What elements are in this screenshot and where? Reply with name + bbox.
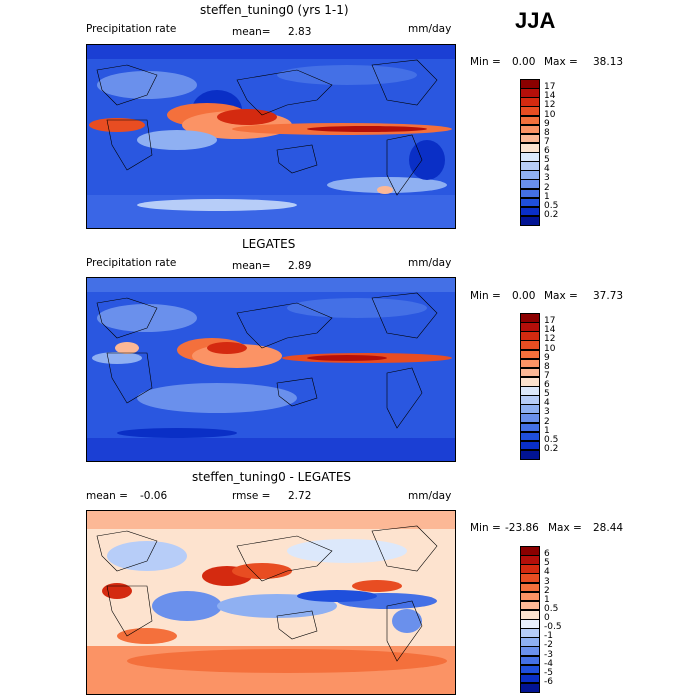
panel-3-colorbar-level-label: -0.5 <box>544 622 562 633</box>
panel-3-max-label: Max = <box>548 522 582 534</box>
panel-3-colorbar-level-label: 6 <box>544 549 550 560</box>
panel-1-units: mm/day <box>408 23 452 35</box>
panel-3-colorbar-level-label: 0 <box>544 613 550 623</box>
panel-1-min-value: 0.00 <box>512 56 536 68</box>
panel-2-colorbar-level-label: 2 <box>544 416 550 427</box>
panel-3-colorbar-level-label: 4 <box>544 567 550 578</box>
panel-2-map-svg <box>87 278 455 461</box>
panel-2-colorbar-swatch <box>520 449 540 460</box>
panel-1-colorbar-level-label: 5 <box>544 155 550 166</box>
panel-1-map <box>86 44 456 229</box>
panel-3-colorbar-level-label: -3 <box>544 649 553 660</box>
panel-1-map-svg <box>87 45 455 228</box>
panel-3-colorbar-level-label: 5 <box>544 558 550 569</box>
panel-2-map <box>86 277 456 462</box>
panel-2-units: mm/day <box>408 257 452 269</box>
panel-2-colorbar-level-label: 0.2 <box>544 443 559 454</box>
panel-2-colorbar-level-label: 6 <box>544 380 550 390</box>
season-label: JJA <box>515 8 556 33</box>
panel-2-title: LEGATES <box>242 237 296 251</box>
panel-1-variable: Precipitation rate <box>86 23 177 35</box>
panel-2-colorbar-level-label: 1 <box>544 425 550 436</box>
panel-1-colorbar-level-label: 12 <box>544 100 556 111</box>
panel-3-colorbar: 6 5 4 3 2 1 0.5 0 -0.5 -1 -2 -3 -4 -5 -6 <box>520 546 580 693</box>
panel-1-colorbar-level-label: 2 <box>544 182 550 193</box>
panel-1-max-value: 38.13 <box>593 56 624 68</box>
panel-3-rmse-value: 2.72 <box>288 490 312 502</box>
panel-2-colorbar-level-label: 17 <box>544 316 556 327</box>
panel-2-colorbar-level-label: 7 <box>544 370 550 381</box>
panel-2-variable: Precipitation rate <box>86 257 177 269</box>
panel-3-map-svg <box>87 511 455 694</box>
panel-1-colorbar-level-label: 4 <box>544 164 550 175</box>
panel-1-colorbar-level-label: 6 <box>544 146 550 156</box>
panel-1-title: steffen_tuning0 (yrs 1-1) <box>200 3 349 17</box>
panel-2-colorbar-level-label: 14 <box>544 325 556 336</box>
panel-2-mean-value: 2.89 <box>288 260 312 272</box>
panel-3-rmse-label: rmse = <box>232 490 271 502</box>
panel-1-colorbar-level-label: 9 <box>544 118 550 129</box>
panel-1-colorbar-level-label: 17 <box>544 82 556 93</box>
panel-3-colorbar-level-label: -6 <box>544 676 553 687</box>
panel-2-max-label: Max = <box>544 290 578 302</box>
panel-3-mean-label: mean = <box>86 490 128 502</box>
panel-3-max-value: 28.44 <box>593 522 624 534</box>
panel-2-colorbar-level-label: 8 <box>544 361 550 372</box>
panel-3-colorbar-level-label: -1 <box>544 631 553 642</box>
panel-2-colorbar-level-label: 9 <box>544 352 550 363</box>
panel-1-min-label: Min = <box>470 56 501 68</box>
panel-1-colorbar-level-label: 8 <box>544 127 550 138</box>
panel-3-min-label: Min = <box>470 522 501 534</box>
panel-2-colorbar: 17 14 12 10 9 8 7 6 5 4 3 2 1 0.5 0.2 <box>520 313 580 460</box>
panel-3-min-value: -23.86 <box>505 522 539 534</box>
panel-2-max-value: 37.73 <box>593 290 624 302</box>
panel-1-colorbar-swatch <box>520 215 540 226</box>
panel-1-colorbar-level-label: 10 <box>544 109 556 120</box>
panel-2-colorbar-level-label: 10 <box>544 343 556 354</box>
panel-1-mean-label: mean= <box>232 26 271 38</box>
panel-3-colorbar-level-label: 2 <box>544 585 550 596</box>
panel-1-colorbar-level-label: 14 <box>544 91 556 102</box>
panel-3-map <box>86 510 456 695</box>
panel-2-colorbar-level-label: 5 <box>544 389 550 400</box>
panel-3-colorbar-level-label: 3 <box>544 576 550 587</box>
panel-1-colorbar: 17 14 12 10 9 8 7 6 5 4 3 2 1 0.5 0.2 <box>520 79 580 226</box>
panel-1-colorbar-level-label: 3 <box>544 173 550 184</box>
panel-1-colorbar-level-label: 0.5 <box>544 200 559 211</box>
panel-2-min-label: Min = <box>470 290 501 302</box>
panel-3-title: steffen_tuning0 - LEGATES <box>192 470 352 484</box>
panel-1-colorbar-level-label: 7 <box>544 136 550 147</box>
panel-3-colorbar-level-label: 1 <box>544 594 550 605</box>
panel-2-colorbar-level-label: 0.5 <box>544 434 559 445</box>
panel-2-mean-label: mean= <box>232 260 271 272</box>
panel-1-colorbar-level-label: 1 <box>544 191 550 202</box>
panel-3-colorbar-level-label: 0.5 <box>544 603 559 614</box>
panel-3-mean-value: -0.06 <box>140 490 168 502</box>
panel-1-mean-value: 2.83 <box>288 26 312 38</box>
panel-3-colorbar-level-label: -5 <box>544 667 553 678</box>
panel-1-colorbar-level-label: 0.2 <box>544 209 559 220</box>
panel-1-max-label: Max = <box>544 56 578 68</box>
panel-3-colorbar-level-label: -2 <box>544 640 553 651</box>
panel-2-colorbar-level-label: 4 <box>544 398 550 409</box>
panel-2-colorbar-level-label: 3 <box>544 407 550 418</box>
panel-2-min-value: 0.00 <box>512 290 536 302</box>
panel-3-colorbar-level-label: -4 <box>544 658 553 669</box>
panel-3-units: mm/day <box>408 490 452 502</box>
panel-3-colorbar-swatch <box>520 682 540 693</box>
panel-2-colorbar-level-label: 12 <box>544 334 556 345</box>
